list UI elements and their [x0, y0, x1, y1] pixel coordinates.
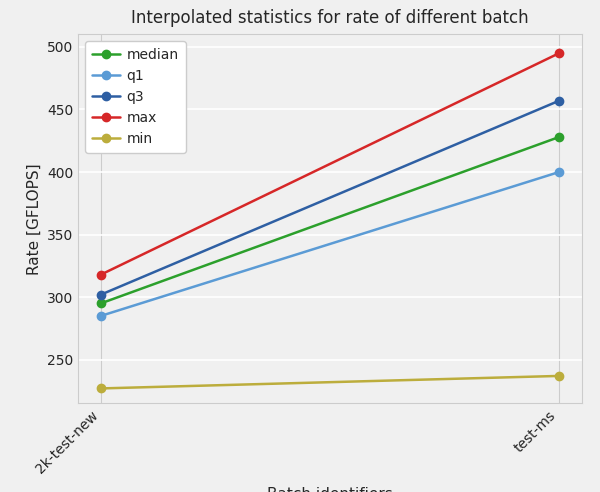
X-axis label: Batch identifiers: Batch identifiers — [267, 487, 393, 492]
Y-axis label: Rate [GFLOPS]: Rate [GFLOPS] — [26, 163, 41, 275]
Legend: median, q1, q3, max, min: median, q1, q3, max, min — [85, 41, 185, 153]
Title: Interpolated statistics for rate of different batch: Interpolated statistics for rate of diff… — [131, 9, 529, 28]
